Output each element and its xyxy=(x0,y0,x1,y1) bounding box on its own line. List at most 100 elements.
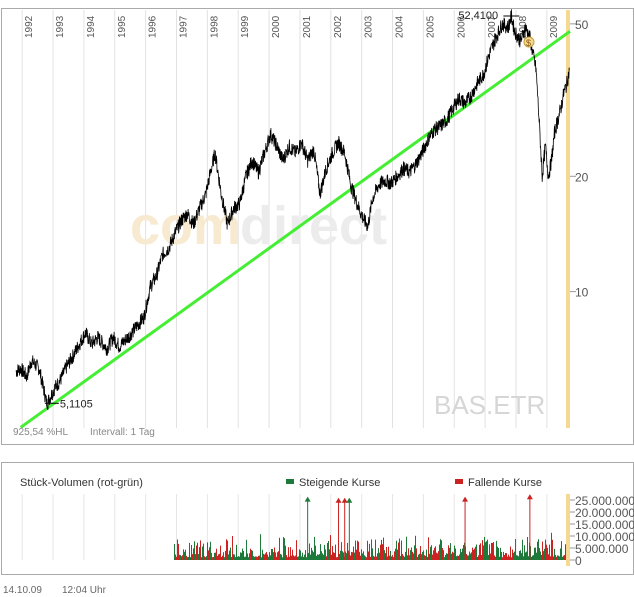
volume-bar xyxy=(541,555,542,560)
volume-bar xyxy=(292,549,293,560)
volume-bar xyxy=(282,557,283,560)
volume-bar xyxy=(471,552,472,560)
year-label: 1995 xyxy=(117,15,128,38)
volume-peak-arrow xyxy=(341,497,348,503)
volume-bar xyxy=(413,553,414,560)
volume-bar xyxy=(269,552,270,560)
volume-bar xyxy=(468,555,469,560)
volume-peak-arrow xyxy=(335,497,342,503)
volume-bar xyxy=(221,557,222,560)
volume-bar xyxy=(203,543,204,560)
volume-bar xyxy=(277,552,278,560)
volume-bar xyxy=(521,553,522,560)
volume-tick-label: 15.000.000 xyxy=(575,518,634,532)
volume-bar xyxy=(364,555,365,560)
volume-bar xyxy=(495,556,496,560)
volume-bar xyxy=(226,539,227,560)
volume-bar xyxy=(238,556,239,560)
volume-bar xyxy=(461,552,462,560)
volume-bar xyxy=(205,557,206,560)
volume-bar xyxy=(325,549,326,560)
volume-bar xyxy=(285,545,286,560)
volume-bar xyxy=(216,548,217,560)
volume-bar xyxy=(393,557,394,560)
volume-bar xyxy=(522,539,523,560)
volume-bar xyxy=(212,557,213,560)
volume-bar xyxy=(272,549,273,560)
ticker-label: BAS.ETR xyxy=(434,390,545,420)
volume-bar xyxy=(523,556,524,560)
volume-bar xyxy=(231,557,232,560)
volume-bar xyxy=(240,552,241,560)
volume-bar xyxy=(414,545,415,560)
volume-bar xyxy=(519,551,520,560)
volume-bar xyxy=(437,553,438,560)
volume-bar xyxy=(554,548,555,560)
volume-peak-arrow xyxy=(304,496,311,502)
volume-bar xyxy=(376,556,377,560)
volume-bar xyxy=(289,556,290,560)
volume-y-axis: 25.000.00020.000.00015.000.00010.000.000… xyxy=(570,494,634,568)
volume-bar xyxy=(508,554,509,560)
y-tick-label: 10 xyxy=(575,286,589,300)
volume-bar xyxy=(545,539,546,560)
volume-bar xyxy=(526,551,527,560)
volume-bar xyxy=(409,555,410,560)
volume-bar xyxy=(560,548,561,560)
volume-bar xyxy=(371,539,372,560)
volume-bar xyxy=(353,546,354,560)
volume-bar xyxy=(256,556,257,560)
volume-bar xyxy=(237,556,238,560)
volume-bar xyxy=(489,544,490,560)
volume-bar xyxy=(360,555,361,560)
volume-bar xyxy=(408,548,409,560)
year-label: 1994 xyxy=(86,15,97,38)
volume-bar xyxy=(403,555,404,560)
volume-bar xyxy=(448,545,449,560)
volume-bar xyxy=(330,535,331,560)
volume-bar xyxy=(447,553,448,560)
volume-bar xyxy=(565,544,566,560)
dividend-marker[interactable] xyxy=(523,36,535,48)
volume-bar xyxy=(439,544,440,560)
volume-bar xyxy=(281,554,282,560)
dividend-marker-icon: $ xyxy=(526,38,531,48)
volume-bar xyxy=(365,556,366,560)
volume-bar xyxy=(467,555,468,560)
volume-bar xyxy=(211,552,212,560)
volume-peak-arrow xyxy=(462,496,469,502)
year-label: 2007 xyxy=(487,15,498,38)
volume-bar xyxy=(247,553,248,560)
volume-bar xyxy=(202,546,203,560)
volume-bar xyxy=(429,553,430,560)
year-grid: 1992 1993 1994 1995 1996 1997 1998 1999 2000 2001… xyxy=(21,10,560,428)
volume-bar xyxy=(241,552,242,560)
volume-bar xyxy=(261,557,262,560)
volume-bar xyxy=(426,549,427,560)
volume-bar xyxy=(420,546,421,560)
volume-bar xyxy=(228,554,229,560)
volume-bar xyxy=(356,549,357,560)
volume-bar xyxy=(180,555,181,560)
volume-bar xyxy=(229,550,230,560)
volume-bar xyxy=(510,546,511,560)
volume-bar xyxy=(234,554,235,560)
volume-bar xyxy=(187,557,188,560)
volume-bar xyxy=(496,540,497,560)
volume-bar xyxy=(263,553,264,560)
volume-bar xyxy=(481,555,482,560)
volume-bar xyxy=(470,553,471,560)
volume-bar xyxy=(198,554,199,560)
year-label: 1997 xyxy=(178,15,189,38)
volume-bar xyxy=(195,554,196,560)
volume-tick-label: 25.000.000 xyxy=(575,494,634,508)
volume-bar xyxy=(530,546,531,560)
volume-bar xyxy=(345,551,346,560)
volume-bar xyxy=(427,556,428,560)
volume-bar xyxy=(215,552,216,560)
volume-bar xyxy=(302,552,303,560)
interval-label: Intervall: 1 Tag xyxy=(90,427,155,438)
volume-bar xyxy=(284,538,285,560)
volume-bar xyxy=(250,548,251,560)
volume-bar xyxy=(177,539,178,560)
